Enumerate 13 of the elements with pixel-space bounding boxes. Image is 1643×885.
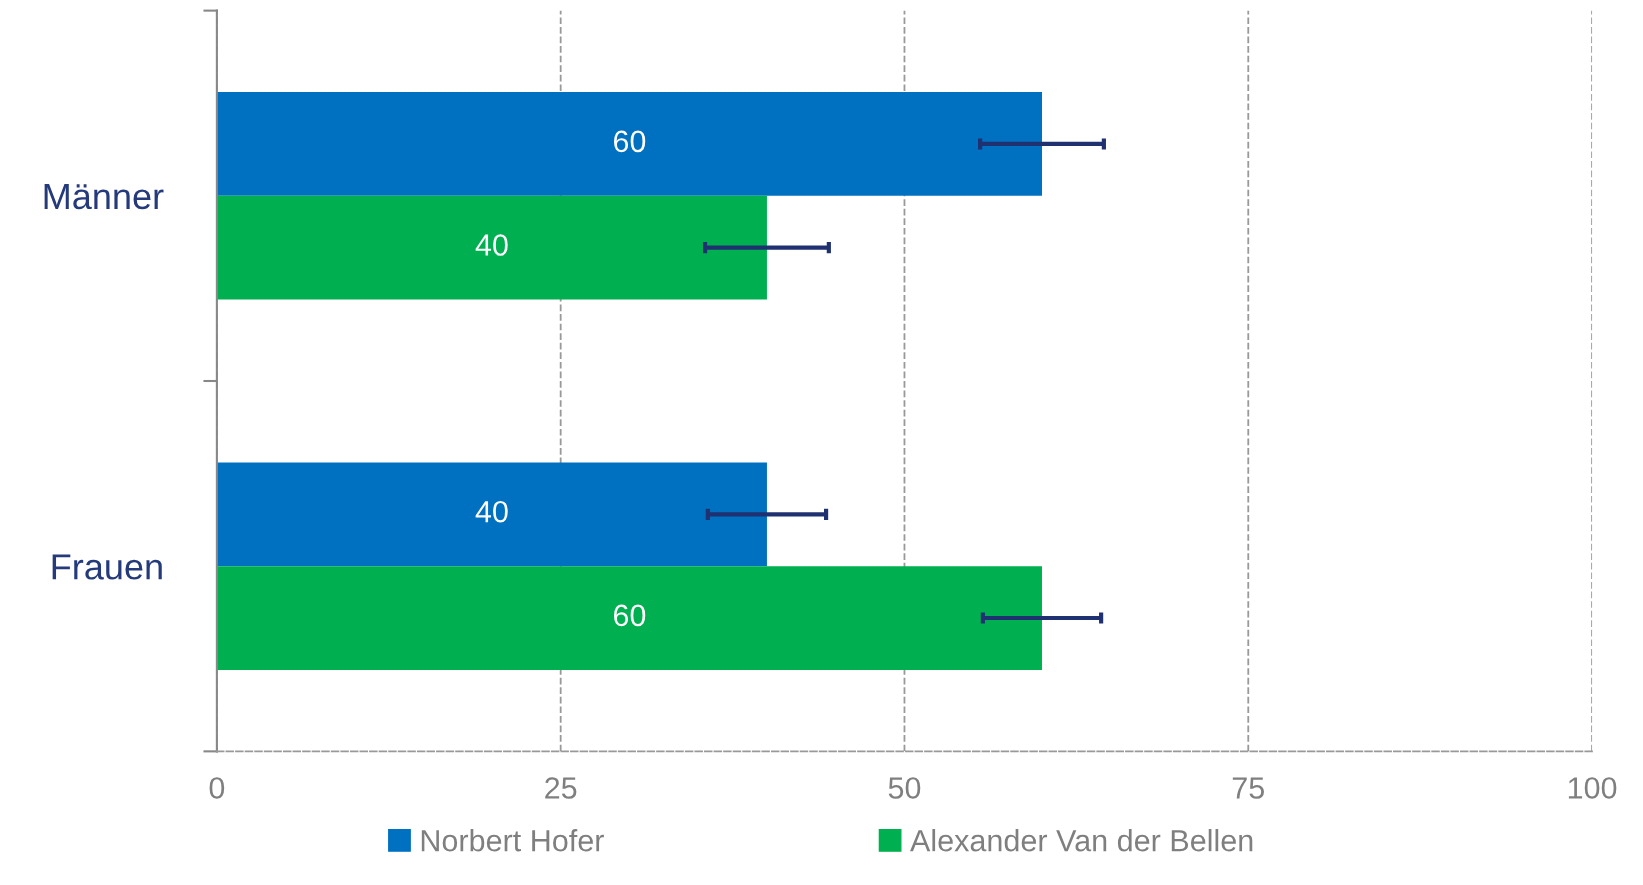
data-label: 40 — [475, 234, 508, 256]
data-label: 40 — [475, 500, 508, 523]
data-label: 60 — [613, 604, 646, 627]
legend-label: Norbert Hofer — [421, 829, 604, 852]
legend-label: Alexander Van der Bellen — [910, 829, 1253, 852]
y-tick-label: Männer — [44, 184, 164, 210]
x-tick-label: 25 — [545, 777, 577, 799]
data-label: 60 — [613, 130, 646, 153]
x-tick-label: 75 — [1232, 777, 1264, 799]
x-tick-label: 0 — [209, 777, 225, 799]
x-tick-label: 50 — [888, 777, 921, 799]
y-tick-label: Frauen — [52, 554, 162, 580]
x-tick-label: 100 — [1568, 777, 1617, 799]
